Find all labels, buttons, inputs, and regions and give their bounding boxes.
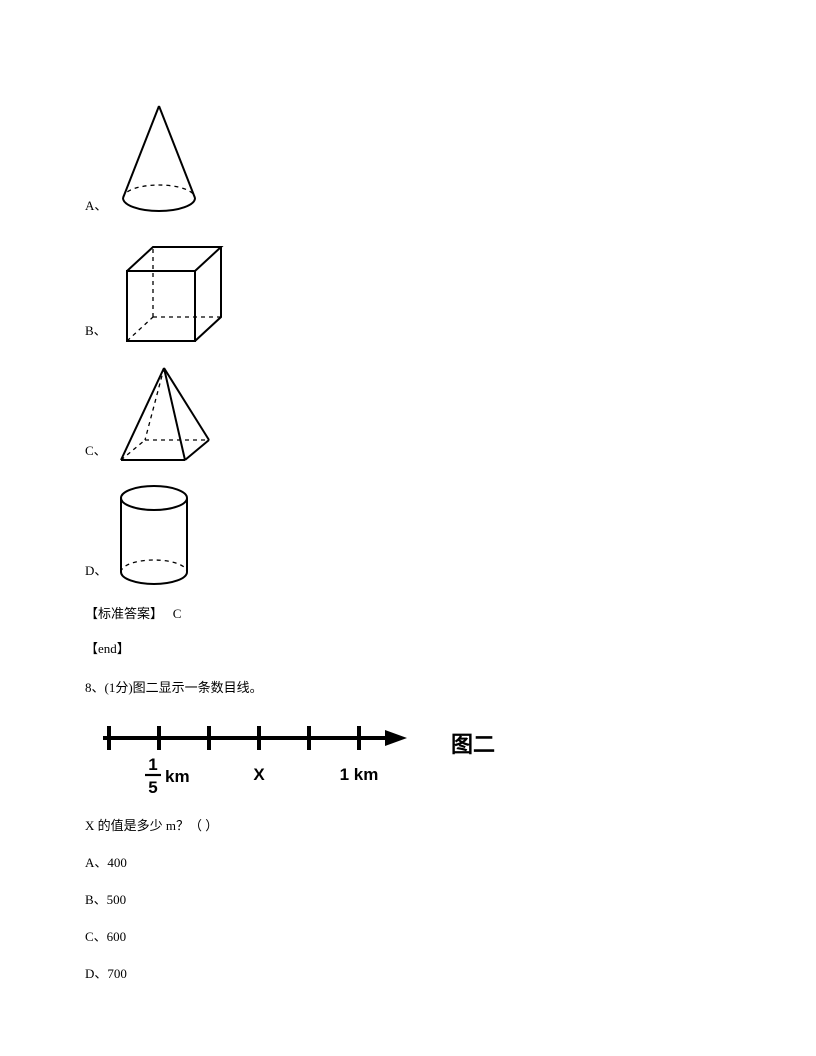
number-line-icon: 1 5 km X 1 km bbox=[85, 708, 415, 798]
numline-x: X bbox=[253, 765, 265, 784]
answer-label: 【标准答案】 bbox=[85, 606, 163, 621]
q8-stem: 8、(1分)图二显示一条数目线。 bbox=[85, 678, 731, 699]
cylinder-icon bbox=[109, 480, 199, 590]
option-a-label: A、 bbox=[85, 196, 109, 225]
end-marker: 【end】 bbox=[85, 639, 731, 660]
numline-right: 1 km bbox=[340, 765, 379, 784]
option-b-label: B、 bbox=[85, 321, 109, 350]
q8-choice-a: A、400 bbox=[85, 853, 731, 874]
option-c: C、 bbox=[85, 360, 731, 470]
cone-icon bbox=[109, 100, 209, 225]
option-c-label: C、 bbox=[85, 441, 109, 470]
figure-two-label: 图二 bbox=[451, 727, 495, 780]
numline-left-unit: km bbox=[165, 767, 190, 786]
numline-frac-num: 1 bbox=[148, 755, 157, 774]
cube-icon bbox=[109, 235, 229, 350]
q8-question: X 的值是多少 m？（ ） bbox=[85, 816, 731, 837]
q8-choice-b: B、500 bbox=[85, 890, 731, 911]
q8-choice-c: C、600 bbox=[85, 927, 731, 948]
numline-frac-den: 5 bbox=[148, 778, 157, 797]
number-line-figure: 1 5 km X 1 km 图二 bbox=[85, 708, 731, 798]
option-d: D、 bbox=[85, 480, 731, 590]
standard-answer: 【标准答案】 C bbox=[85, 604, 731, 625]
option-b: B、 bbox=[85, 235, 731, 350]
answer-value: C bbox=[173, 606, 182, 621]
option-d-label: D、 bbox=[85, 561, 109, 590]
pyramid-icon bbox=[109, 360, 219, 470]
option-a: A、 bbox=[85, 100, 731, 225]
q8-choice-d: D、700 bbox=[85, 964, 731, 985]
